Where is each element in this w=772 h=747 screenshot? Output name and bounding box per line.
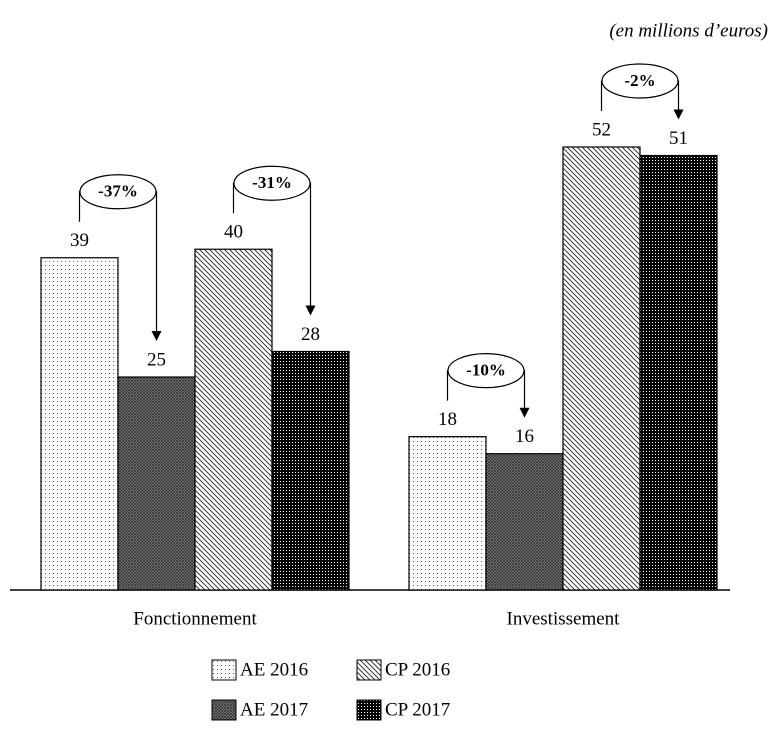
data-label: 16 <box>515 426 534 447</box>
legend-swatch <box>356 699 382 721</box>
annotation-bubble <box>79 174 157 210</box>
annotation-bubble <box>233 165 311 201</box>
bar <box>485 453 564 591</box>
annotation: -31% <box>252 173 292 192</box>
annotation-bubble <box>447 353 525 389</box>
legend-label: AE 2017 <box>240 699 308 720</box>
chart-subtitle: (en millions d’euros) <box>609 20 768 41</box>
legend-swatch <box>356 659 382 681</box>
data-label: 18 <box>438 409 457 430</box>
x-tick-label: Fonctionnement <box>133 608 257 629</box>
annotation: -37% <box>98 182 138 201</box>
legend-label: CP 2016 <box>385 659 450 680</box>
x-tick-label: Investissement <box>507 608 621 629</box>
bar <box>562 146 641 591</box>
bar <box>40 257 119 591</box>
annotation-arrow <box>519 407 530 418</box>
bar <box>194 248 273 591</box>
annotation-bubble <box>601 63 679 99</box>
legend-label: CP 2017 <box>385 699 450 720</box>
data-label: 51 <box>669 128 688 149</box>
legend-swatch <box>211 699 237 721</box>
bar <box>408 436 487 591</box>
bar <box>271 350 350 591</box>
annotation-arrow <box>673 109 684 120</box>
data-label: 52 <box>592 119 611 140</box>
bar <box>639 154 718 591</box>
bar <box>117 376 196 591</box>
data-label: 28 <box>301 324 320 345</box>
legend-label: AE 2016 <box>240 659 308 680</box>
data-label: 40 <box>224 222 243 243</box>
legend-swatch <box>211 659 237 681</box>
annotation-arrow <box>305 305 316 316</box>
annotation: -10% <box>466 361 506 380</box>
annotation-arrow <box>151 331 162 342</box>
data-label: 39 <box>70 230 89 251</box>
data-label: 25 <box>147 349 166 370</box>
annotation: -2% <box>624 71 655 90</box>
